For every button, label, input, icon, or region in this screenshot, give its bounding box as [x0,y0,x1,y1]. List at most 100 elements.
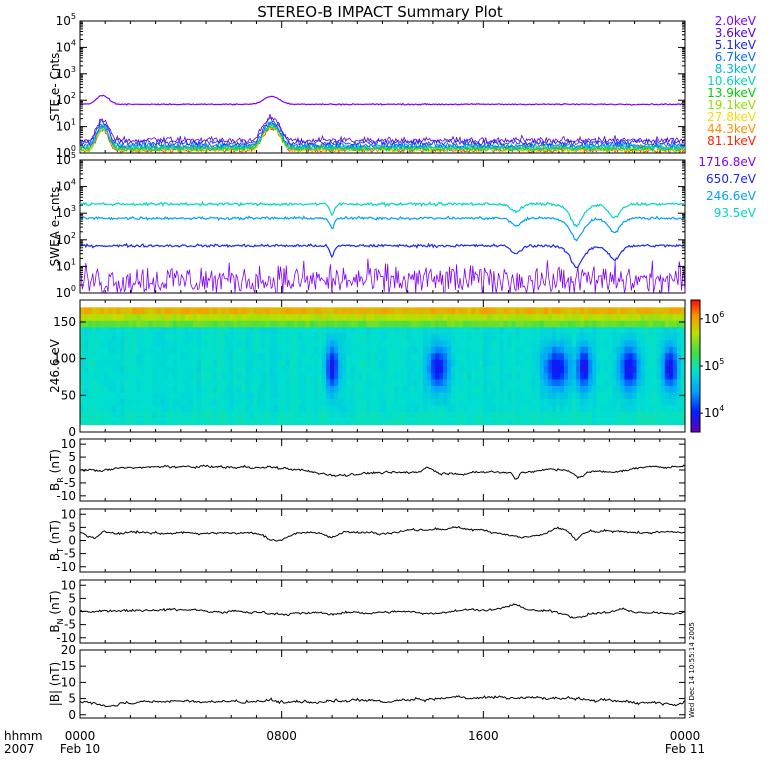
pad-cell [184,398,190,406]
pad-cell [229,379,234,386]
pad-cell [418,411,424,419]
pad-cell [640,379,646,386]
bt-ytick-label: 10 [61,507,76,521]
pad-cell [644,307,650,315]
pad-cell [443,418,448,426]
pad-cell [237,307,242,315]
pad-cell [140,307,145,315]
colorbar-segment [691,306,700,310]
pad-cell [293,339,299,347]
pad-cell [128,313,133,321]
ste-legend-13.9keV: 13.9keV [707,86,757,100]
pad-cell [495,418,500,426]
pad-cell [487,411,492,419]
pad-cell [196,320,202,328]
pad-cell [608,379,613,386]
pad-cell [640,320,646,328]
pad-cell [80,385,85,393]
pad-cell [402,418,408,426]
pad-cell [358,333,363,341]
pad-cell [386,366,391,373]
pad-cell [96,411,101,419]
pad-cell [201,346,206,354]
pad-cell [176,307,182,315]
pad-cell [205,346,210,354]
pad-cell [668,352,674,360]
pad-cell [293,333,299,341]
pad-cell [628,392,633,399]
pad-cell [338,313,343,321]
pad-cell [253,307,258,315]
pad-cell [201,405,206,413]
pad-cell [390,411,395,419]
pad-cell [499,333,504,341]
pad-cell [443,398,448,406]
pad-cell [459,326,464,334]
pad-cell [499,385,504,393]
pad-cell [406,307,412,315]
pad-cell [471,398,476,406]
pad-cell [535,320,541,328]
pad-cell [116,352,121,360]
pad-cell [648,372,654,380]
pad-cell [434,313,440,321]
pad-cell [80,326,85,334]
pad-cell [426,379,432,386]
pad-cell [503,307,508,315]
pad-cell [414,366,420,373]
pad-cell [455,385,460,393]
pad-cell [596,307,601,315]
pad-cell [261,339,266,347]
pad-cell [386,352,391,360]
pad-cell [217,418,222,426]
pad-cell [92,366,97,373]
swea-ytick-label: 105 [56,151,76,167]
pad-cell [108,313,113,321]
pad-cell [100,398,105,406]
pad-cell [213,385,218,393]
pad-cell [241,333,246,341]
pad-cell [205,398,210,406]
pad-cell [467,385,472,393]
pad-cell [116,392,121,399]
pad-cell [108,333,113,341]
pad-cell [172,385,178,393]
pad-cell [144,320,149,328]
pad-cell [455,346,460,354]
pad-cell [551,339,557,347]
pad-cell [88,379,93,386]
pad-cell [426,366,432,373]
pad-cell [475,339,480,347]
pad-cell [539,307,545,315]
pad-cell [394,320,400,328]
pad-cell [160,333,166,341]
pad-cell [535,333,541,341]
pad-cell [225,392,230,399]
pad-cell [636,372,642,380]
pad-cell [422,333,428,341]
pad-cell [201,313,206,321]
pad-cell [281,320,287,328]
pad-cell [128,405,133,413]
pad-cell [233,352,238,360]
pad-cell [438,359,444,367]
pad-cell [120,398,125,406]
ste-legend-6.7keV: 6.7keV [715,50,757,64]
pad-cell [382,372,387,380]
pad-cell [273,392,279,399]
pad-cell [346,385,351,393]
pad-cell [386,372,391,380]
pad-cell [201,366,206,373]
pad-cell [628,379,633,386]
pad-cell [390,313,395,321]
pad-cell [172,333,178,341]
pad-cell [656,398,662,406]
pad-cell [301,359,307,367]
pad-cell [354,326,359,334]
pad-cell [346,307,351,315]
pad-cell [269,339,274,347]
pad-cell [382,398,387,406]
pad-cell [188,379,194,386]
pad-cell [172,359,178,367]
